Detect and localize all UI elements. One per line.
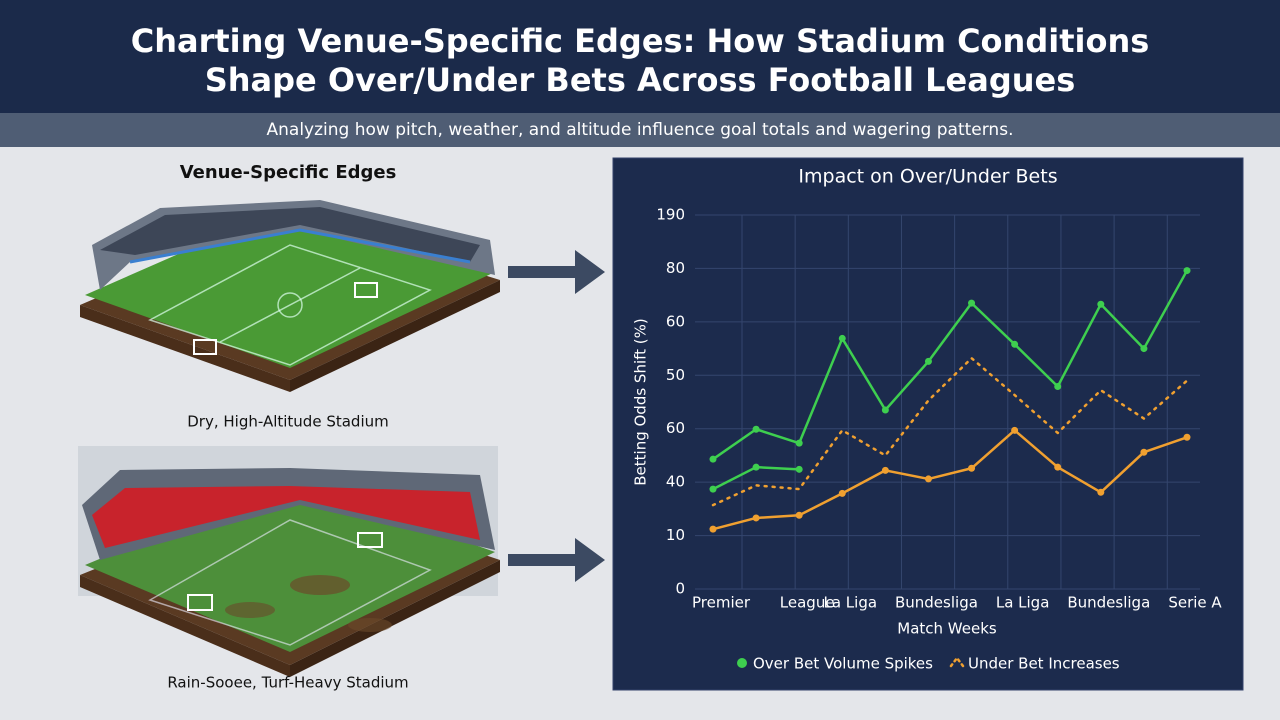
series-point xyxy=(968,299,976,307)
x-tick-label: La Liga xyxy=(996,594,1050,612)
series-point xyxy=(881,466,889,474)
header-title: Charting Venue-Specific Edges: How Stadi… xyxy=(131,22,1150,60)
series-point xyxy=(795,439,803,447)
series-point xyxy=(1054,463,1062,471)
legend-swatch xyxy=(737,658,747,668)
y-tick-label: 60 xyxy=(666,419,685,437)
series-point xyxy=(968,464,976,472)
series-point xyxy=(1183,433,1191,441)
x-tick-label: La Liga xyxy=(823,594,877,612)
series-point xyxy=(795,511,803,519)
arrow xyxy=(508,538,605,582)
chart-title: Impact on Over/Under Bets xyxy=(798,166,1057,188)
y-tick-label: 60 xyxy=(666,312,685,330)
stadium-caption: Dry, High-Altitude Stadium xyxy=(187,413,388,431)
header-title: Shape Over/Under Bets Across Football Le… xyxy=(205,61,1076,99)
x-tick-label: Bundesliga xyxy=(895,594,978,612)
y-tick-label: 10 xyxy=(666,526,685,544)
series-point xyxy=(709,455,717,463)
header-band xyxy=(0,0,1280,113)
series-point xyxy=(752,463,760,471)
legend-label: Over Bet Volume Spikes xyxy=(753,655,933,673)
series-point xyxy=(924,475,932,483)
series-point xyxy=(1011,340,1019,348)
x-axis-label: Match Weeks xyxy=(897,620,997,638)
series-point xyxy=(795,465,803,473)
x-tick-label: Serie A xyxy=(1168,594,1222,612)
x-tick-label: Premier xyxy=(692,594,751,612)
stadium-rain xyxy=(78,446,500,677)
y-tick-label: 190 xyxy=(656,206,685,224)
y-tick-label: 50 xyxy=(666,366,685,384)
left-title: Venue-Specific Edges xyxy=(180,162,397,183)
series-point xyxy=(924,357,932,365)
series-point xyxy=(838,489,846,497)
series-point xyxy=(881,406,889,414)
subtitle-band xyxy=(0,113,1280,147)
series-point xyxy=(709,525,717,533)
series-point xyxy=(709,485,717,493)
stadium-dry xyxy=(80,200,500,392)
stadium-caption: Rain-Sooee, Turf-Heavy Stadium xyxy=(167,674,408,692)
series-point xyxy=(1097,300,1105,308)
series-point xyxy=(1097,488,1105,496)
x-tick-label: Bundesliga xyxy=(1067,594,1150,612)
series-point xyxy=(838,334,846,342)
chart-panel xyxy=(612,157,1244,691)
arrow xyxy=(508,250,605,294)
y-tick-label: 0 xyxy=(675,580,685,598)
legend-label: Under Bet Increases xyxy=(968,655,1120,673)
header-subtitle: Analyzing how pitch, weather, and altitu… xyxy=(267,120,1014,140)
y-tick-label: 40 xyxy=(666,473,685,491)
series-point xyxy=(1140,448,1148,456)
y-tick-label: 80 xyxy=(666,259,685,277)
series-point xyxy=(1183,267,1191,275)
series-point xyxy=(1140,345,1148,353)
series-point xyxy=(752,425,760,433)
series-line xyxy=(711,269,1189,461)
x-tick-label: League xyxy=(780,594,835,612)
series-point xyxy=(1011,426,1019,434)
series-point xyxy=(752,514,760,522)
series-line xyxy=(711,356,1189,507)
series-point xyxy=(1054,383,1062,391)
y-axis-label: Betting Odds Shift (%) xyxy=(632,318,650,486)
series-line xyxy=(711,429,1189,531)
